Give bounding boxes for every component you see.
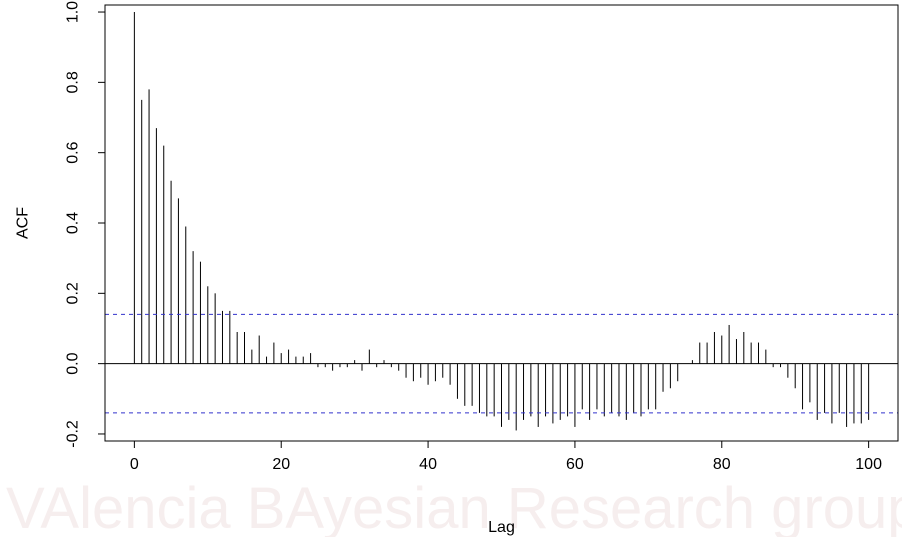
y-tick-label: 0.6 [65, 141, 82, 163]
y-tick-label: 0.8 [65, 71, 82, 93]
x-tick-label: 80 [713, 456, 731, 473]
x-tick-label: 60 [566, 456, 584, 473]
y-tick-label: 0.4 [65, 212, 82, 234]
y-axis: -0.2 0.0 0.2 0.4 0.6 0.8 1.0 [65, 1, 106, 448]
watermark-text: VAlencia BAyesian Research group [6, 476, 902, 537]
y-tick-label: 0.2 [65, 282, 82, 304]
y-axis-title: ACF [15, 207, 32, 239]
x-tick-label: 40 [419, 456, 437, 473]
x-tick-label: 100 [855, 456, 882, 473]
y-tick-label: -0.2 [65, 420, 82, 448]
y-tick-label: 1.0 [65, 1, 82, 23]
x-axis-title: Lag [488, 519, 515, 536]
y-tick-label: 0.0 [65, 352, 82, 374]
x-tick-label: 0 [130, 456, 139, 473]
acf-bars [133, 12, 870, 431]
x-axis: 0 20 40 60 80 100 [130, 440, 882, 473]
x-tick-label: 20 [272, 456, 290, 473]
